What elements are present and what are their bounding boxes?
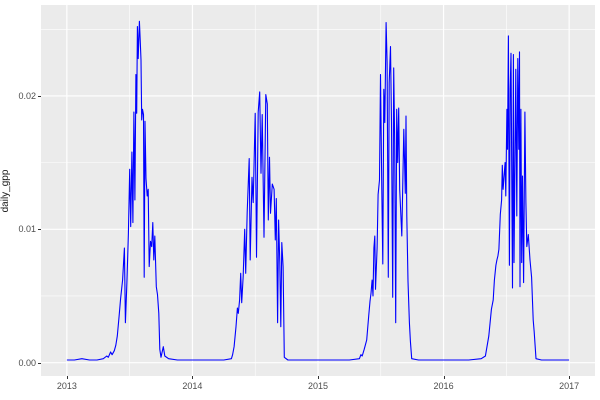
y-tick-mark (38, 229, 41, 231)
x-tick-mark (318, 376, 319, 379)
y-tick-label: 0.01 (18, 224, 36, 235)
data-line-daily_gpp (66, 20, 570, 361)
x-tick-mark (66, 376, 68, 379)
x-tick-label: 2017 (559, 381, 580, 391)
y-tick-label: 0.00 (18, 357, 36, 368)
x-tick-mark (192, 376, 194, 379)
y-tick-mark (38, 95, 41, 97)
y-tick-mark (38, 362, 41, 364)
x-tick-label: 2014 (182, 381, 203, 391)
x-tick-mark (569, 376, 571, 379)
x-tick-label: 2016 (433, 381, 454, 391)
x-tick-label: 2015 (307, 381, 329, 391)
plot-panel (41, 5, 595, 376)
y-tick-label: 0.02 (18, 90, 36, 101)
x-tick-mark (443, 376, 445, 379)
x-tick-label: 2013 (56, 381, 77, 391)
chart-svg (41, 5, 595, 376)
y-axis-title: daily_gpp (0, 169, 11, 213)
